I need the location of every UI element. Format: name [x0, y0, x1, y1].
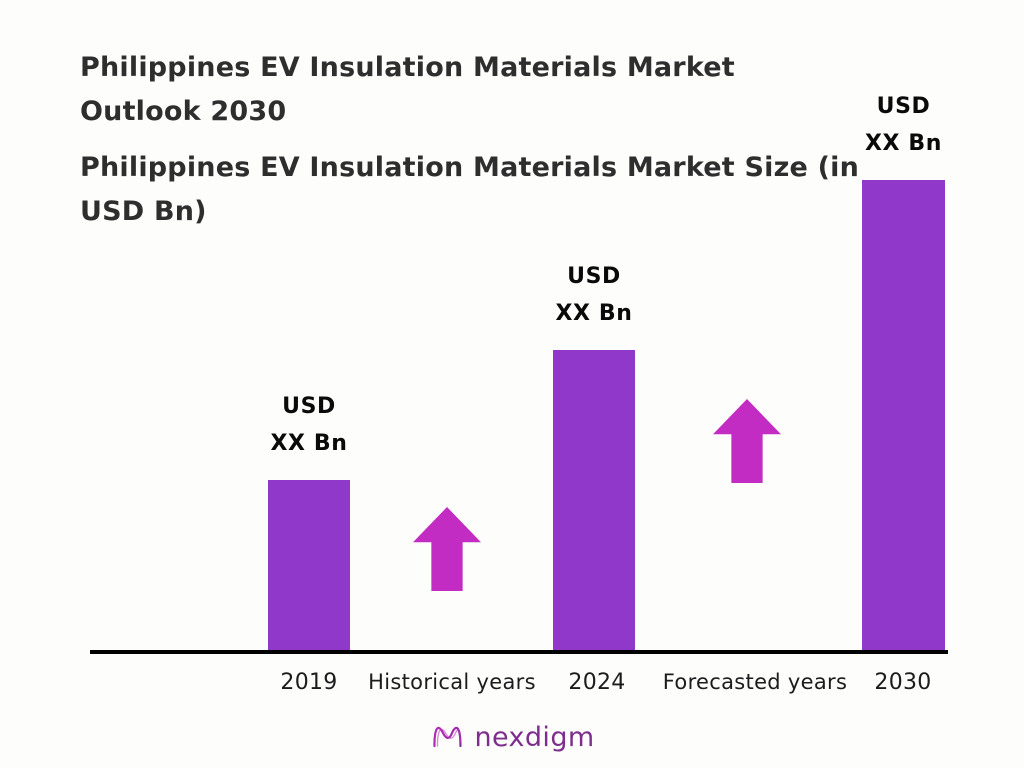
up-arrow-icon — [713, 399, 781, 483]
bar-2024 — [553, 350, 635, 650]
nexdigm-logo-text: nexdigm — [474, 721, 595, 753]
bar-value-label: USD — [567, 264, 621, 289]
x-axis-label-2030: 2030 — [874, 670, 932, 695]
x-axis — [90, 650, 948, 654]
page-title: Philippines EV Insulation Materials Mark… — [80, 52, 735, 127]
chart-subtitle: Philippines EV Insulation Materials Mark… — [80, 152, 860, 227]
annotation-historical-years: Historical years — [368, 670, 536, 694]
bar-group-2030: USD XX Bn — [862, 94, 945, 650]
up-arrow-icon — [413, 507, 481, 591]
bar-2019 — [268, 480, 350, 650]
bar-group-2024: USD XX Bn — [553, 264, 635, 650]
bar-value-label: XX Bn — [864, 131, 942, 156]
bar-group-2019: USD XX Bn — [268, 394, 350, 650]
annotation-forecasted-years: Forecasted years — [662, 670, 848, 694]
bar-value-label: XX Bn — [555, 301, 633, 326]
bar-value-label: USD — [876, 94, 931, 119]
x-axis-label-2024: 2024 — [568, 670, 626, 695]
bar-value-label: USD — [282, 394, 336, 419]
nexdigm-logo: nexdigm — [429, 720, 594, 754]
x-axis-label-2019: 2019 — [280, 670, 338, 695]
bar-2030 — [862, 180, 945, 650]
bar-value-label: XX Bn — [270, 431, 348, 456]
nexdigm-logo-icon — [429, 720, 465, 754]
